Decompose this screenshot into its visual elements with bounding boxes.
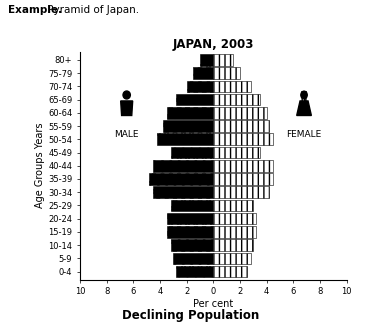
Bar	[213, 54, 233, 66]
Bar	[167, 226, 213, 238]
Text: MALE: MALE	[114, 130, 139, 139]
Bar	[167, 213, 213, 225]
Bar	[176, 266, 213, 277]
Bar	[193, 67, 213, 79]
Bar	[213, 253, 251, 264]
Title: JAPAN, 2003: JAPAN, 2003	[173, 38, 254, 51]
Bar	[187, 81, 213, 92]
Bar	[213, 173, 274, 185]
X-axis label: Per cent: Per cent	[193, 299, 234, 309]
Text: Example.: Example.	[8, 5, 62, 15]
Bar	[176, 94, 213, 105]
Bar	[173, 253, 213, 264]
Text: Pyramid of Japan.: Pyramid of Japan.	[44, 5, 139, 15]
Bar	[171, 200, 213, 211]
Bar	[213, 94, 260, 105]
Bar	[213, 120, 269, 132]
Polygon shape	[121, 101, 133, 115]
Polygon shape	[297, 101, 311, 115]
Bar	[157, 134, 213, 145]
Text: Declining Population: Declining Population	[122, 309, 259, 322]
Bar	[153, 186, 213, 198]
Bar	[213, 134, 274, 145]
Bar	[200, 54, 213, 66]
Bar	[163, 120, 213, 132]
Bar	[213, 81, 251, 92]
Bar	[213, 239, 253, 251]
Bar	[153, 160, 213, 172]
Bar	[213, 200, 253, 211]
Bar	[213, 186, 269, 198]
Bar	[171, 239, 213, 251]
Bar	[167, 107, 213, 119]
Bar	[149, 173, 213, 185]
Bar	[171, 147, 213, 158]
Bar	[213, 67, 240, 79]
Y-axis label: Age Groups Years: Age Groups Years	[35, 123, 45, 209]
Text: FEMALE: FEMALE	[287, 130, 322, 139]
Bar	[213, 160, 274, 172]
Bar	[213, 266, 247, 277]
Bar	[213, 147, 260, 158]
Bar	[213, 226, 256, 238]
Bar	[213, 107, 267, 119]
Bar	[213, 213, 256, 225]
Ellipse shape	[301, 91, 307, 99]
Ellipse shape	[123, 91, 130, 99]
